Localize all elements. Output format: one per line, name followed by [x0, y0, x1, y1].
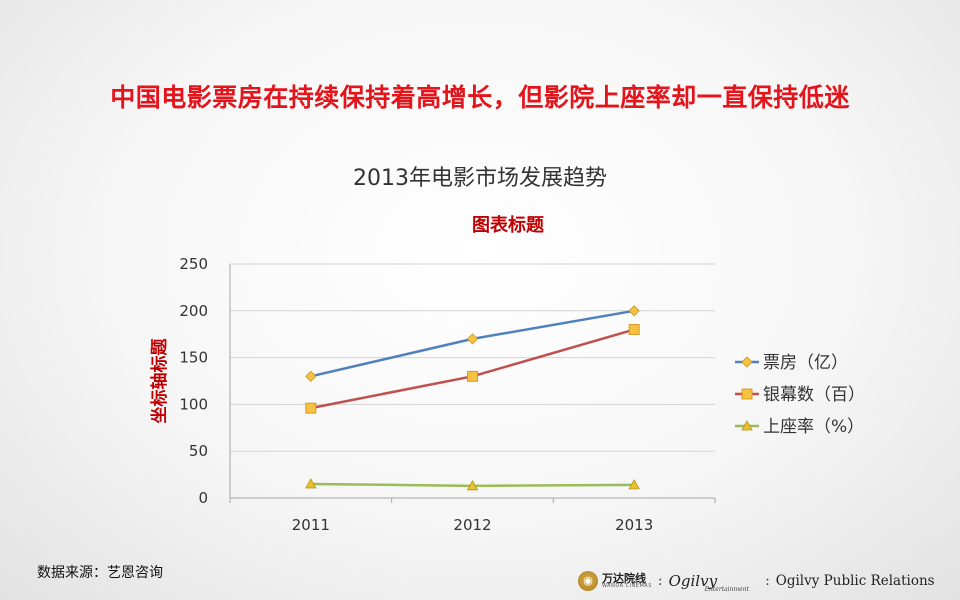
wanda-name-cn: 万达院线: [602, 572, 646, 585]
data-point: [628, 479, 640, 490]
data-point: [628, 305, 640, 317]
legend-marker: [741, 388, 753, 400]
y-tick-label: 150: [179, 349, 208, 367]
slide-subtitle: 2013年电影市场发展趋势: [353, 166, 607, 191]
data-point: [305, 478, 317, 489]
ogilvy-pr-logo: Ogilvy Public Relations: [775, 573, 935, 589]
data-point: [466, 480, 479, 491]
ogilvy-entertainment-name: Ogilvy: [668, 572, 718, 590]
logo-separator: :: [657, 573, 663, 589]
line-chart: 图表标题 0 50 100 150 200 250 2011 2012 2013 坐标轴标题 票房（亿…: [149, 214, 865, 534]
legend-label: 票房（亿）: [763, 353, 848, 373]
x-tick-label: 2011: [292, 516, 330, 534]
y-tick-label: 250: [179, 255, 208, 273]
chart-title: 图表标题: [472, 214, 545, 236]
wanda-name-en: WANDA CINEMAS: [602, 583, 652, 589]
y-tick-label: 100: [179, 395, 208, 413]
legend-marker: [741, 420, 753, 431]
data-point: [305, 370, 317, 382]
wanda-logo: 万达院线 WANDA CINEMAS: [602, 573, 652, 589]
data-source-note: 数据来源：艺恩咨询: [37, 565, 163, 581]
headline: 中国电影票房在持续保持着高增长，但影院上座率却一直保持低迷: [110, 83, 850, 112]
logo-separator-2: :: [765, 573, 770, 589]
legend-label: 上座率（%）: [763, 417, 864, 437]
y-axis-title: 坐标轴标题: [149, 338, 170, 424]
y-tick-label: 0: [198, 489, 208, 507]
ogilvy-entertainment-sub: Entertainment: [704, 586, 749, 593]
x-tick-label: 2012: [453, 516, 491, 534]
data-point: [305, 402, 317, 414]
data-point: [467, 370, 478, 382]
data-point: [628, 324, 640, 335]
legend-marker: [741, 356, 753, 368]
legend-label: 银幕数（百）: [763, 385, 865, 405]
footer-logos: ◉ 万达院线 WANDA CINEMAS : Ogilvy Entertainm…: [578, 566, 948, 596]
data-point: [466, 333, 479, 345]
wanda-logo-icon: ◉: [578, 571, 598, 591]
y-tick-label: 200: [179, 302, 208, 320]
y-tick-label: 50: [189, 442, 208, 460]
ogilvy-entertainment-logo: Ogilvy Entertainment: [668, 572, 749, 593]
x-tick-label: 2013: [615, 516, 653, 534]
